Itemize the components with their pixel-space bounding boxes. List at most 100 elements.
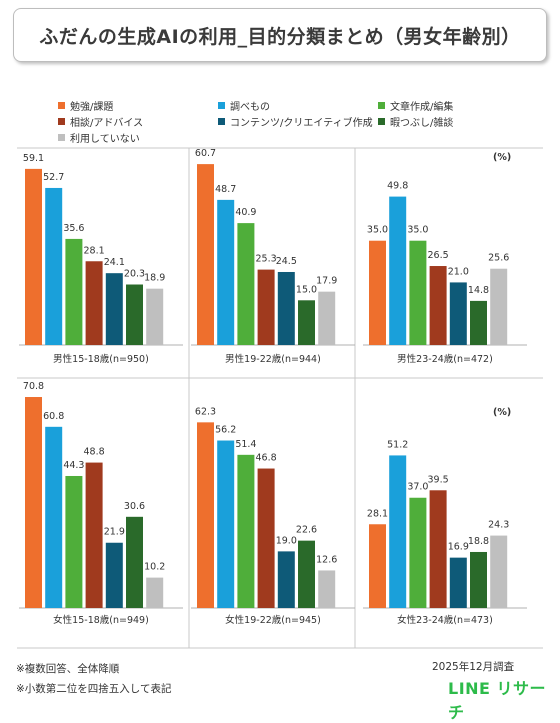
bar bbox=[318, 570, 336, 608]
bar bbox=[277, 551, 295, 608]
bar bbox=[449, 282, 467, 345]
bar bbox=[470, 300, 487, 345]
bar bbox=[126, 284, 143, 345]
data-label: 15.0 bbox=[296, 284, 317, 295]
unit-label: (%) bbox=[493, 152, 511, 163]
legend-swatch bbox=[218, 118, 225, 125]
data-label: 18.8 bbox=[468, 536, 489, 547]
data-label: 44.3 bbox=[63, 460, 84, 471]
bar bbox=[470, 551, 487, 608]
data-label: 24.5 bbox=[276, 256, 297, 267]
legend-label: 文章作成/編集 bbox=[390, 102, 454, 113]
legend-item: 勉強/課題 bbox=[58, 98, 113, 113]
data-label: 22.6 bbox=[296, 525, 317, 536]
bar bbox=[429, 490, 447, 608]
bar bbox=[126, 516, 143, 608]
data-label: 14.8 bbox=[468, 285, 489, 296]
bar bbox=[85, 261, 103, 345]
legend-label: 利用していない bbox=[70, 134, 140, 145]
bar bbox=[257, 468, 275, 608]
bar bbox=[85, 462, 103, 608]
data-label: 56.2 bbox=[215, 425, 236, 436]
data-label: 16.9 bbox=[448, 542, 469, 553]
bar bbox=[65, 238, 83, 345]
data-label: 30.6 bbox=[124, 501, 145, 512]
panel-label: 男性15-18歳(n=950) bbox=[53, 353, 149, 365]
data-label: 48.8 bbox=[84, 447, 105, 458]
legend-item: 相談/アドバイス bbox=[58, 114, 143, 129]
data-label: 60.7 bbox=[195, 148, 216, 159]
bar bbox=[429, 266, 447, 345]
legend-label: 暇つぶし/雑談 bbox=[390, 118, 454, 129]
bar bbox=[105, 273, 123, 345]
data-label: 24.1 bbox=[104, 257, 125, 268]
legend-item: コンテンツ/クリエイティブ作成 bbox=[218, 114, 373, 129]
bar bbox=[409, 240, 427, 345]
panel-label: 男性23-24歳(n=472) bbox=[397, 353, 493, 365]
bar bbox=[389, 455, 407, 608]
bar bbox=[490, 535, 508, 608]
data-label: 35.0 bbox=[407, 225, 428, 236]
chart-area: 59.152.735.628.124.120.3 18.9男性15-18歳(n=9… bbox=[17, 147, 543, 649]
bar bbox=[257, 269, 275, 345]
bar bbox=[389, 196, 407, 345]
legend-label: 勉強/課題 bbox=[70, 102, 114, 113]
data-label: 17.9 bbox=[316, 276, 337, 287]
legend-swatch bbox=[58, 134, 65, 141]
data-label: 37.0 bbox=[407, 482, 428, 493]
data-label: 25.3 bbox=[256, 254, 277, 265]
legend-swatch bbox=[58, 118, 65, 125]
panel-label: 男性19-22歳(n=944) bbox=[225, 353, 321, 365]
brand-logo: LINE リサーチ bbox=[448, 679, 547, 722]
data-label: 21.9 bbox=[104, 527, 125, 538]
bar bbox=[318, 291, 336, 345]
data-label: 20.3 bbox=[124, 269, 145, 280]
data-label: 49.8 bbox=[387, 181, 408, 192]
bar bbox=[45, 187, 63, 345]
data-label: 18.9 bbox=[144, 273, 165, 284]
data-label: 28.1 bbox=[84, 245, 105, 256]
bar bbox=[449, 557, 467, 608]
bar bbox=[298, 540, 315, 608]
footnote-rounding: ※小数第二位を四捨五入して表記 bbox=[16, 683, 172, 695]
legend-label: コンテンツ/クリエイティブ作成 bbox=[230, 118, 373, 129]
data-label: 59.1 bbox=[23, 153, 44, 164]
bar bbox=[277, 271, 295, 345]
data-label: 52.7 bbox=[43, 172, 64, 183]
data-label: 35.6 bbox=[63, 223, 84, 234]
panel-label: 女性23-24歳(n=473) bbox=[397, 614, 493, 626]
data-label: 10.2 bbox=[144, 562, 165, 573]
chart-title: ふだんの生成AIの利用_目的分類まとめ（男女年齢別） bbox=[13, 8, 547, 62]
panel-label: 女性19-22歳(n=945) bbox=[225, 614, 321, 626]
bar bbox=[45, 426, 63, 608]
legend-item: 調べもの bbox=[218, 98, 270, 113]
bar bbox=[298, 300, 315, 345]
bar bbox=[369, 524, 386, 608]
bar bbox=[409, 497, 427, 608]
bar bbox=[217, 199, 235, 345]
bar bbox=[490, 268, 508, 345]
data-label: 60.8 bbox=[43, 411, 64, 422]
bar bbox=[197, 422, 214, 608]
data-label: 40.9 bbox=[235, 207, 256, 218]
bar bbox=[237, 454, 255, 608]
data-label: 70.8 bbox=[23, 381, 44, 392]
data-label: 46.8 bbox=[256, 453, 277, 464]
bar bbox=[146, 577, 164, 608]
legend-swatch bbox=[58, 102, 65, 109]
legend-item: 利用していない bbox=[58, 130, 140, 145]
data-label: 12.6 bbox=[316, 554, 337, 565]
data-label: 19.0 bbox=[276, 535, 297, 546]
legend-label: 調べもの bbox=[230, 102, 270, 113]
legend-swatch bbox=[218, 102, 225, 109]
data-label: 51.4 bbox=[235, 439, 256, 450]
bar bbox=[217, 440, 235, 608]
data-label: 24.3 bbox=[488, 520, 509, 531]
bar bbox=[237, 223, 255, 345]
legend-swatch bbox=[378, 102, 385, 109]
unit-label: (%) bbox=[493, 407, 511, 418]
bar bbox=[105, 542, 123, 608]
data-label: 25.6 bbox=[488, 253, 509, 264]
data-label: 28.1 bbox=[367, 508, 388, 519]
data-label: 48.7 bbox=[215, 184, 236, 195]
